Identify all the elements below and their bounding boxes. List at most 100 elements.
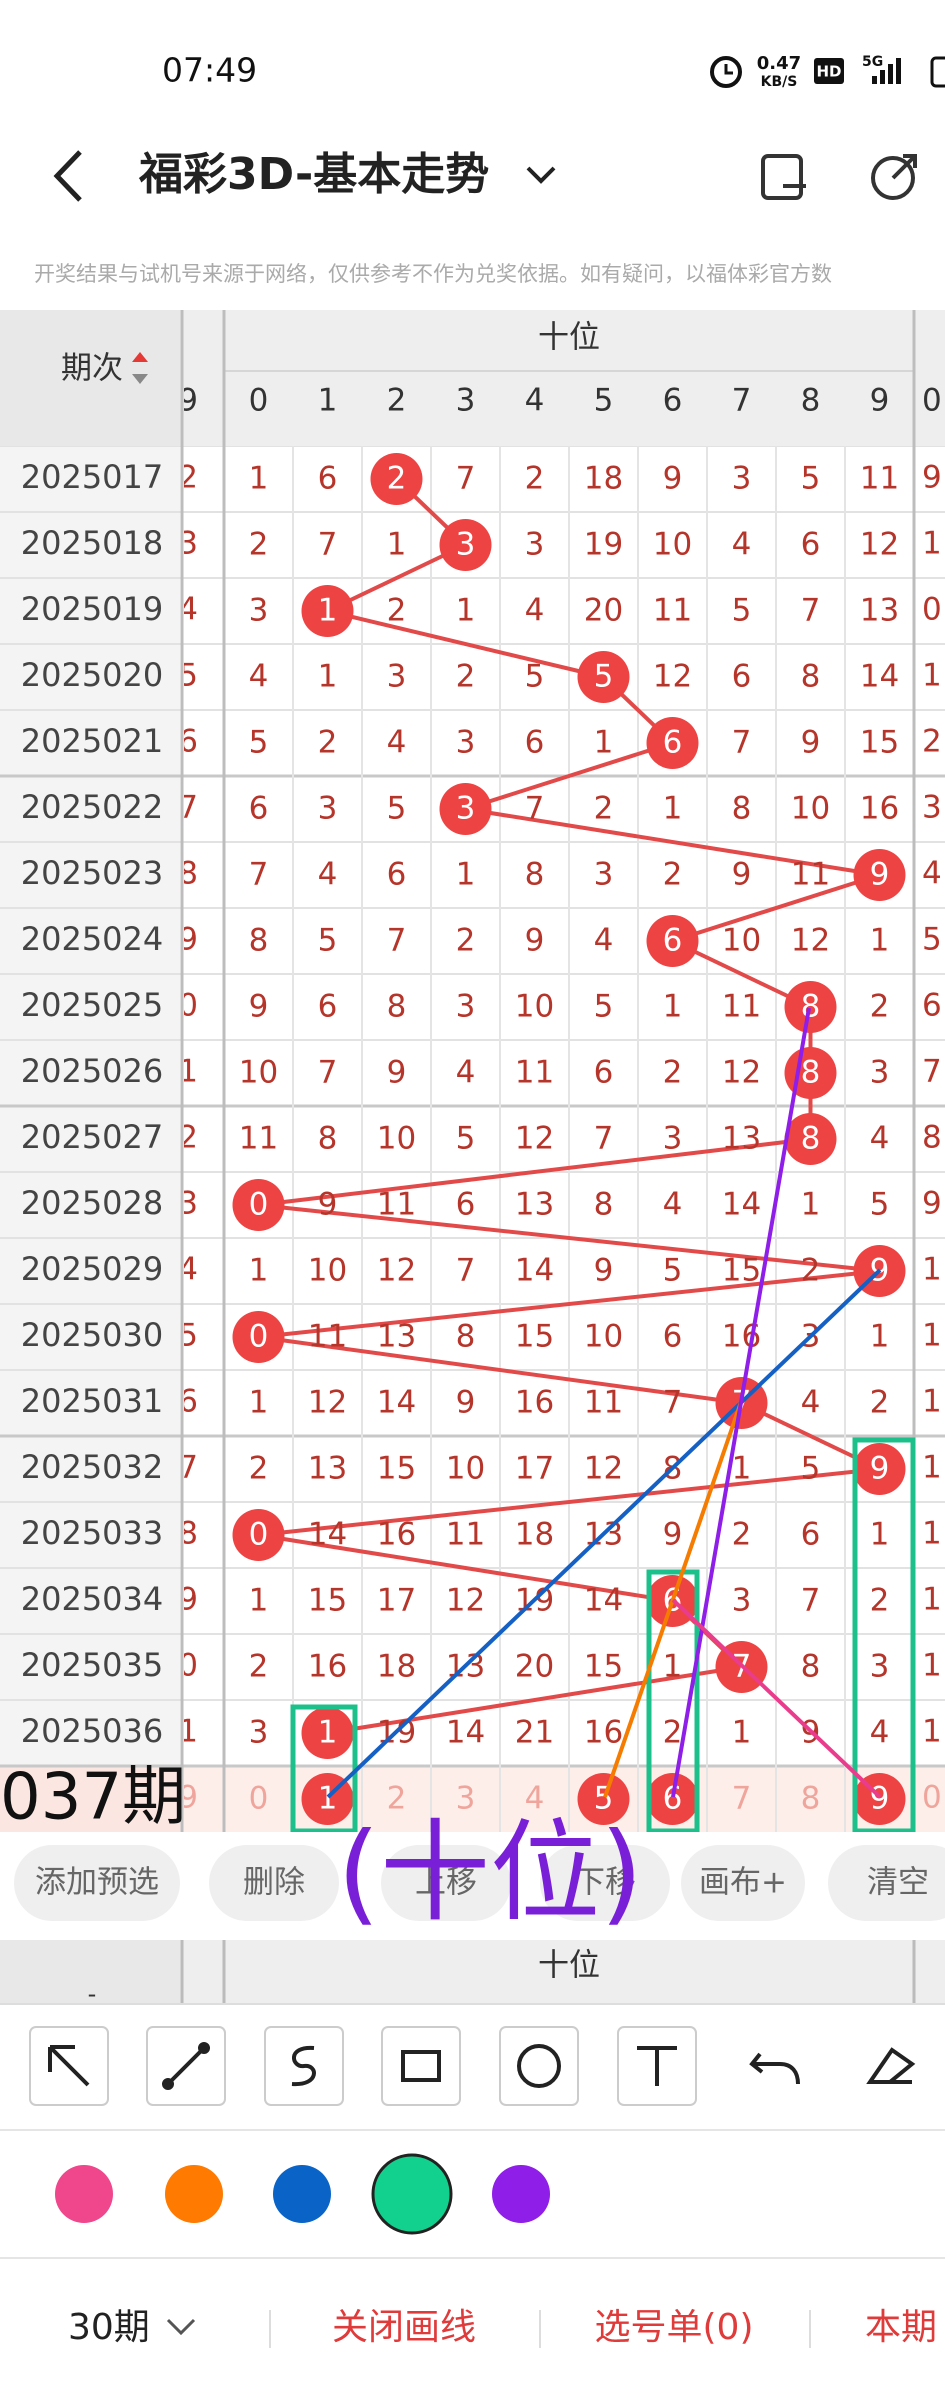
cell: 2 [387, 1781, 407, 1817]
cell: 13 [860, 593, 899, 629]
cell: 6 [249, 791, 269, 827]
lower-period-header: - [88, 1980, 97, 2008]
left-cell: 8 [178, 856, 198, 892]
ball[interactable] [784, 1113, 837, 1165]
color-green[interactable] [371, 2153, 453, 2235]
cell: 14 [722, 1187, 761, 1223]
color-purple[interactable] [492, 2165, 550, 2223]
action-button[interactable] [681, 1845, 805, 1921]
ball[interactable] [232, 1509, 285, 1561]
ball[interactable] [370, 453, 423, 505]
ball[interactable] [439, 783, 492, 835]
cell: 12 [308, 1385, 347, 1421]
cell: 8 [801, 1649, 821, 1685]
cell: 5 [249, 725, 269, 761]
tool-eraser[interactable] [866, 2047, 916, 2084]
cell: 1 [456, 857, 476, 893]
cell: 6 [594, 1055, 614, 1091]
cell: 5 [663, 1253, 683, 1289]
ball[interactable] [232, 1179, 285, 1231]
period-select[interactable]: 30期 [68, 2307, 150, 2348]
cell: 4 [318, 857, 338, 893]
cell: 7 [801, 593, 821, 629]
cell: 4 [387, 725, 407, 761]
device-button[interactable] [761, 154, 806, 200]
cell: 6 [525, 725, 545, 761]
cell: 5 [594, 989, 614, 1025]
period: 2025025 [21, 986, 164, 1024]
current-period[interactable]: 本期 [865, 2307, 937, 2348]
close-drawing[interactable]: 关闭画线 [332, 2307, 476, 2348]
tool-line[interactable] [146, 2026, 226, 2106]
ball[interactable] [439, 519, 492, 571]
period-bg [0, 1040, 180, 1106]
cell: 9 [318, 1187, 338, 1223]
cell: 16 [584, 1715, 623, 1751]
action-button[interactable] [14, 1845, 180, 1921]
cell: 10 [584, 1319, 623, 1355]
cell: 3 [387, 659, 407, 695]
cell: 14 [584, 1583, 623, 1619]
period-header[interactable]: 期次 [61, 351, 123, 387]
cell: 7 [318, 527, 338, 563]
tool-curve[interactable] [264, 2026, 344, 2106]
action-bar: 添加预选 删除 上移 下移 画布+ 清空 [14, 1845, 945, 1921]
ball[interactable] [301, 585, 354, 637]
action-label: 清空 [867, 1865, 929, 1901]
cell: 2 [663, 1055, 683, 1091]
cell: 13 [515, 1187, 554, 1223]
cell: 7 [663, 1385, 683, 1421]
ball[interactable] [646, 1773, 699, 1825]
action-button[interactable] [209, 1845, 339, 1921]
period-bg [0, 1568, 180, 1634]
ball[interactable] [232, 1311, 285, 1363]
cell: 8 [594, 1187, 614, 1223]
ball[interactable] [577, 1773, 630, 1825]
color-pink[interactable] [55, 2165, 113, 2223]
color-orange[interactable] [165, 2165, 223, 2223]
right-cell: 0 [922, 592, 942, 628]
ball[interactable] [646, 717, 699, 769]
title-dropdown[interactable] [526, 166, 556, 184]
tool-undo[interactable] [749, 2052, 800, 2085]
back-button[interactable] [53, 150, 82, 202]
tool-select[interactable] [29, 2026, 109, 2106]
cell: 1 [663, 989, 683, 1025]
ball[interactable] [853, 849, 906, 901]
action-button[interactable] [828, 1845, 945, 1921]
tool-text[interactable] [617, 2026, 697, 2106]
left-cell: 4 [178, 1252, 198, 1288]
period: 2025021 [21, 722, 164, 760]
cell: 3 [870, 1649, 890, 1685]
color-blue[interactable] [273, 2165, 331, 2223]
left-cell: 4 [178, 592, 198, 628]
cell: 4 [801, 1385, 821, 1421]
user-drawings [290, 1007, 916, 1834]
period: 2025030 [21, 1316, 164, 1354]
cell: 15 [860, 725, 899, 761]
ball[interactable] [301, 1707, 354, 1759]
period: 2025032 [21, 1448, 164, 1486]
cell: 19 [584, 527, 623, 563]
ball[interactable] [784, 981, 837, 1033]
cell: 5 [870, 1187, 890, 1223]
tool-rect[interactable] [381, 2026, 461, 2106]
action-button[interactable] [381, 1845, 511, 1921]
period-bg [0, 1436, 180, 1502]
page-title[interactable]: 福彩3D-基本走势 [138, 149, 489, 200]
ball[interactable] [646, 915, 699, 967]
cell: 14 [377, 1385, 416, 1421]
ball[interactable] [577, 651, 630, 703]
tool-circle[interactable] [499, 2026, 579, 2106]
share-button[interactable] [871, 154, 917, 200]
cell: 15 [515, 1319, 554, 1355]
cell: 10 [515, 989, 554, 1025]
selection-list[interactable]: 选号单(0) [595, 2307, 754, 2348]
period: 2025035 [21, 1646, 164, 1684]
ball[interactable] [853, 1443, 906, 1495]
left-cell: 9 [178, 1582, 198, 1618]
action-button[interactable] [540, 1845, 670, 1921]
cell: 10 [722, 923, 761, 959]
cell: 16 [515, 1385, 554, 1421]
